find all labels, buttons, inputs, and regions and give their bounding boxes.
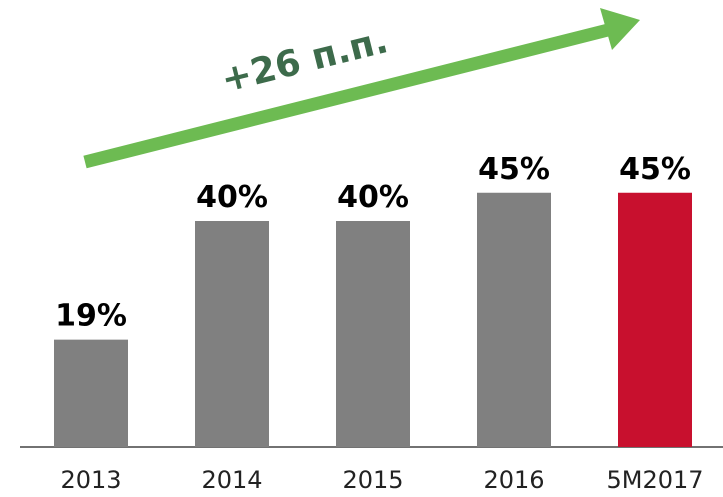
x-tick-label: 5M2017: [606, 466, 703, 494]
x-tick-label: 2015: [342, 466, 403, 494]
x-tick-label: 2016: [483, 466, 544, 494]
value-label: 40%: [337, 180, 409, 215]
value-label: 19%: [55, 299, 127, 334]
x-tick-label: 2014: [201, 466, 262, 494]
bar: [54, 339, 128, 447]
bar: [477, 192, 551, 447]
trend-arrow: [83, 8, 640, 169]
bar: [336, 221, 410, 447]
value-label: 40%: [196, 180, 268, 215]
bar: [618, 192, 692, 447]
value-label: 45%: [478, 152, 550, 187]
arrow-shaft: [83, 23, 610, 169]
arrow-head: [600, 8, 640, 50]
x-tick-label: 2013: [60, 466, 121, 494]
value-label: 45%: [619, 152, 691, 187]
bar: [195, 221, 269, 447]
